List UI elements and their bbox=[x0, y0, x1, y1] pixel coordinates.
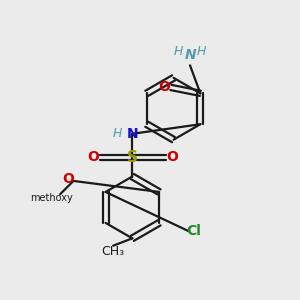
Text: methoxy: methoxy bbox=[31, 193, 73, 203]
Text: H: H bbox=[174, 45, 184, 58]
Text: CH₃: CH₃ bbox=[102, 245, 125, 258]
Text: N: N bbox=[127, 127, 138, 141]
Text: H: H bbox=[113, 127, 122, 140]
Text: O: O bbox=[158, 80, 170, 94]
Text: O: O bbox=[167, 150, 178, 164]
Text: N: N bbox=[184, 48, 196, 62]
Text: O: O bbox=[62, 172, 74, 186]
Text: Cl: Cl bbox=[187, 224, 202, 238]
Text: O: O bbox=[88, 150, 99, 164]
Text: S: S bbox=[127, 150, 138, 165]
Text: H: H bbox=[196, 45, 206, 58]
